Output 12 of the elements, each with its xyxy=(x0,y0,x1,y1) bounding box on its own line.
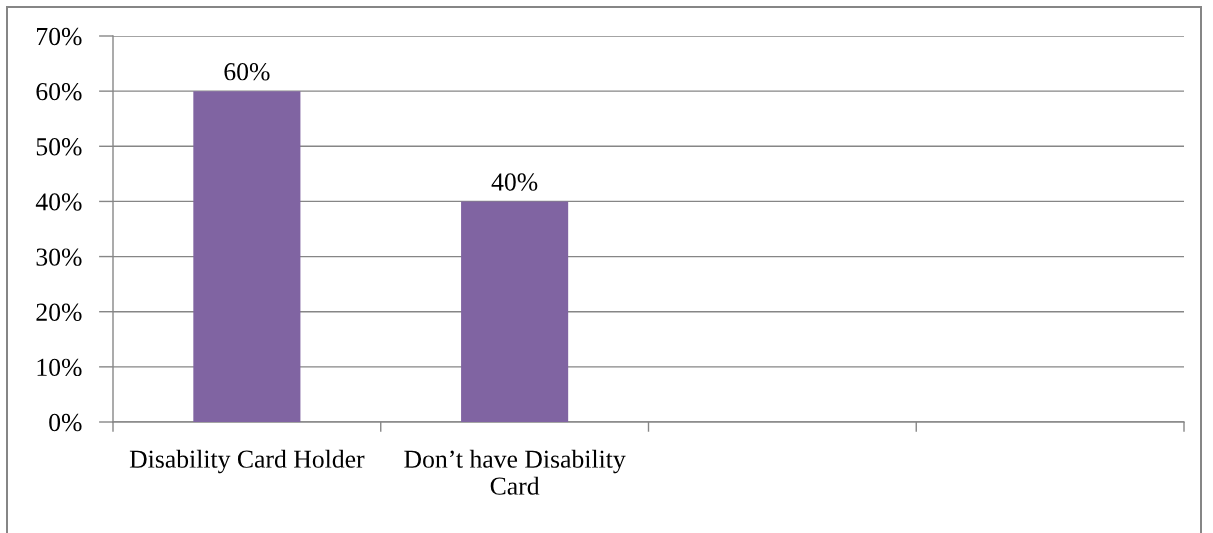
x-tick-label: Disability Card Holder xyxy=(129,449,365,474)
y-tick-label: 40% xyxy=(35,193,82,211)
x-tick-label: Don’t have Disability Card xyxy=(404,449,626,495)
y-tick-label: 70% xyxy=(37,27,82,46)
data-label: 40% xyxy=(491,173,538,191)
y-tick-label: 60% xyxy=(36,82,82,101)
y-tick-label: 20% xyxy=(36,303,82,321)
y-tick-label: 0% xyxy=(49,413,82,432)
data-label: 60% xyxy=(224,63,270,81)
y-tick-label: 30% xyxy=(36,248,82,266)
y-tick-label: 50% xyxy=(36,138,82,156)
y-tick-label: 10% xyxy=(37,358,82,377)
